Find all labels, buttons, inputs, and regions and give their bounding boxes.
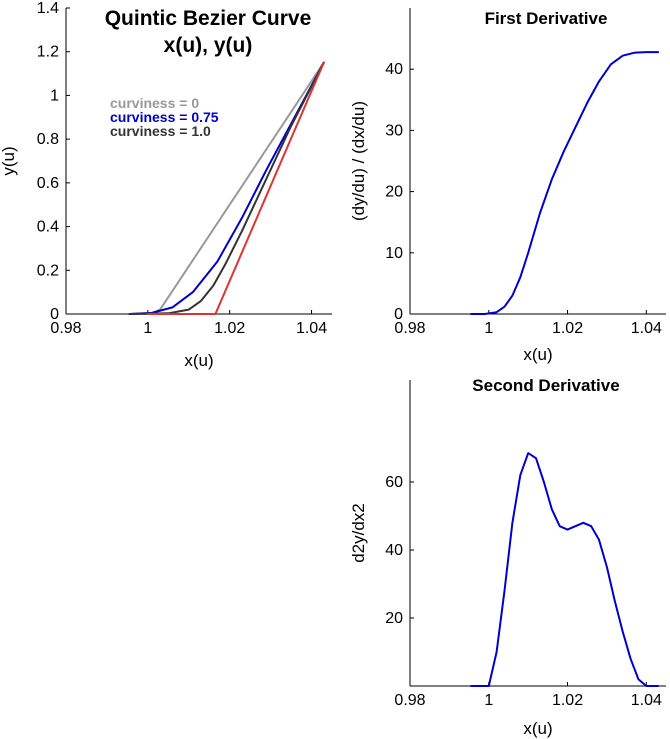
x-tick-label: 1.04 [296,320,327,337]
x-tick-label: 1.02 [552,320,583,337]
x-axis-label: x(u) [184,351,213,370]
y-tick-label: 40 [385,542,403,559]
chart-1: 0.98 1 1.02 1.04 0 0.2 0.4 0.6 0.8 1 1.2 1.4 x(u) y(u… [0,0,332,370]
y-axis-label: d2y/dx2 [349,503,368,563]
y-tick-label: 10 [385,245,403,262]
x-tick-label: 0.98 [394,692,425,709]
y-tick-label: 60 [385,474,403,491]
y-tick-label: 20 [385,184,403,201]
chart-title: First Derivative [485,9,608,28]
y-tick-label: 20 [385,610,403,627]
series-line [470,452,660,687]
series-line [128,61,325,315]
x-axis-label: x(u) [523,719,552,738]
y-tick-label: 0.8 [37,131,59,148]
y-tick-label: 1.2 [37,44,59,61]
y-tick-label: 1.4 [37,0,59,17]
legend-entry: curviness = 0 [110,95,199,111]
legend-entry: curviness = 1.0 [110,123,211,139]
x-tick-label: 0.98 [50,320,81,337]
chart-2: 0.98 1 1.02 1.04 0 10 20 30 40 x(u) (dy/du) / (dx/… [349,8,666,364]
y-tick-label: 0 [50,306,59,323]
x-tick-label: 0.98 [394,320,425,337]
x-tick-label: 1.02 [552,692,583,709]
chart-title: Quintic Bezier Curve [105,7,312,30]
y-tick-label: 30 [385,122,403,139]
y-tick-label: 0 [394,306,403,323]
x-tick-label: 1.04 [631,692,662,709]
chart-3: 0.98 1 1.02 1.04 20 40 60 x(u) d2y/dx2 Second Der… [349,376,666,738]
series-line [146,61,325,315]
x-tick-label: 1 [143,320,152,337]
chart-title: x(u), y(u) [164,34,253,57]
chart-title: Second Derivative [472,376,619,395]
y-tick-label: 0.4 [37,219,59,236]
x-tick-label: 1 [484,320,493,337]
y-tick-label: 1 [50,87,59,104]
x-tick-label: 1.04 [631,320,662,337]
x-tick-label: 1 [484,692,493,709]
series-line [128,61,325,315]
y-tick-label: 0.6 [37,175,59,192]
y-axis-label: y(u) [0,146,18,175]
series-line [470,51,660,315]
legend-entry: curviness = 0.75 [110,109,219,125]
x-tick-label: 1.02 [214,320,245,337]
x-axis-label: x(u) [523,345,552,364]
y-tick-label: 40 [385,61,403,78]
y-axis-label: (dy/du) / (dx/du) [349,101,368,221]
y-tick-label: 0.2 [37,262,59,279]
